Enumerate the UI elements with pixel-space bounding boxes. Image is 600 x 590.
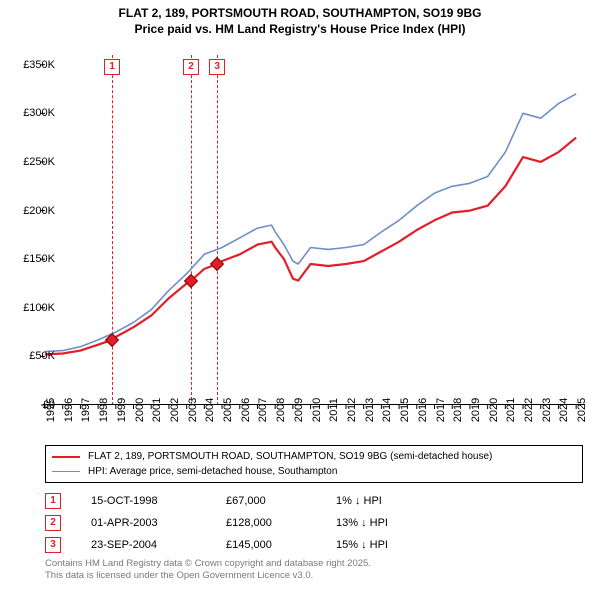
legend: FLAT 2, 189, PORTSMOUTH ROAD, SOUTHAMPTO… bbox=[45, 445, 583, 483]
chart-title: FLAT 2, 189, PORTSMOUTH ROAD, SOUTHAMPTO… bbox=[0, 0, 600, 37]
x-tick-label: 2003 bbox=[187, 398, 199, 422]
sales-row-price: £128,000 bbox=[226, 517, 336, 529]
x-tick-label: 2022 bbox=[523, 398, 535, 422]
sales-row-marker: 1 bbox=[45, 493, 61, 509]
sale-marker-box: 1 bbox=[104, 59, 120, 75]
x-tick-label: 2017 bbox=[435, 398, 447, 422]
title-line-1: FLAT 2, 189, PORTSMOUTH ROAD, SOUTHAMPTO… bbox=[0, 6, 600, 22]
legend-swatch bbox=[52, 456, 80, 458]
x-tick-label: 2000 bbox=[134, 398, 146, 422]
x-tick-label: 1996 bbox=[63, 398, 75, 422]
x-tick-label: 2004 bbox=[204, 398, 216, 422]
footer-line-2: This data is licensed under the Open Gov… bbox=[45, 570, 371, 582]
footer-line-1: Contains HM Land Registry data © Crown c… bbox=[45, 558, 371, 570]
x-tick-label: 1998 bbox=[98, 398, 110, 422]
x-tick-label: 2010 bbox=[311, 398, 323, 422]
x-tick-label: 2012 bbox=[346, 398, 358, 422]
sales-row-price: £67,000 bbox=[226, 495, 336, 507]
sales-row-price: £145,000 bbox=[226, 539, 336, 551]
y-tick-label: £200K bbox=[23, 205, 55, 217]
sales-table: 1 15-OCT-1998£67,0001% ↓ HPI 2 01-APR-2003£… bbox=[45, 490, 436, 556]
sales-row-pct: 1% ↓ HPI bbox=[336, 495, 436, 507]
y-tick-label: £350K bbox=[23, 59, 55, 71]
sales-row-marker: 2 bbox=[45, 515, 61, 531]
sales-row-date: 15-OCT-1998 bbox=[91, 495, 226, 507]
sales-row-date: 23-SEP-2004 bbox=[91, 539, 226, 551]
x-tick-label: 2009 bbox=[293, 398, 305, 422]
x-tick-label: 2011 bbox=[328, 398, 340, 422]
x-tick-label: 2019 bbox=[470, 398, 482, 422]
legend-item: HPI: Average price, semi-detached house,… bbox=[52, 464, 576, 479]
x-tick-label: 2002 bbox=[169, 398, 181, 422]
x-tick-label: 1999 bbox=[116, 398, 128, 422]
line-chart-svg bbox=[45, 55, 585, 405]
sales-row-date: 01-APR-2003 bbox=[91, 517, 226, 529]
y-tick-label: £50K bbox=[29, 350, 55, 362]
sale-marker-box: 3 bbox=[209, 59, 225, 75]
y-tick-label: £100K bbox=[23, 302, 55, 314]
legend-label: FLAT 2, 189, PORTSMOUTH ROAD, SOUTHAMPTO… bbox=[88, 449, 492, 464]
x-tick-label: 2008 bbox=[275, 398, 287, 422]
x-tick-label: 2015 bbox=[399, 398, 411, 422]
sale-marker-box: 2 bbox=[183, 59, 199, 75]
legend-item: FLAT 2, 189, PORTSMOUTH ROAD, SOUTHAMPTO… bbox=[52, 449, 576, 464]
series-line bbox=[45, 138, 576, 355]
sales-table-row: 2 01-APR-2003£128,00013% ↓ HPI bbox=[45, 512, 436, 534]
x-tick-label: 2025 bbox=[576, 398, 588, 422]
x-tick-label: 2016 bbox=[417, 398, 429, 422]
x-tick-label: 2013 bbox=[364, 398, 376, 422]
sales-row-marker: 3 bbox=[45, 537, 61, 553]
x-tick-label: 1995 bbox=[45, 398, 57, 422]
x-tick-label: 2023 bbox=[541, 398, 553, 422]
y-tick-label: £250K bbox=[23, 156, 55, 168]
x-tick-label: 1997 bbox=[80, 398, 92, 422]
series-line bbox=[45, 94, 576, 352]
legend-label: HPI: Average price, semi-detached house,… bbox=[88, 464, 337, 479]
sales-table-row: 1 15-OCT-1998£67,0001% ↓ HPI bbox=[45, 490, 436, 512]
x-tick-label: 2014 bbox=[381, 398, 393, 422]
x-tick-label: 2020 bbox=[488, 398, 500, 422]
x-tick-label: 2021 bbox=[505, 398, 517, 422]
x-tick-label: 2005 bbox=[222, 398, 234, 422]
x-tick-label: 2018 bbox=[452, 398, 464, 422]
x-tick-label: 2006 bbox=[240, 398, 252, 422]
legend-swatch bbox=[52, 471, 80, 472]
chart-container: FLAT 2, 189, PORTSMOUTH ROAD, SOUTHAMPTO… bbox=[0, 0, 600, 590]
plot-area: 1 23 bbox=[45, 55, 585, 405]
y-tick-label: £300K bbox=[23, 107, 55, 119]
sales-row-pct: 13% ↓ HPI bbox=[336, 517, 436, 529]
sales-table-row: 3 23-SEP-2004£145,00015% ↓ HPI bbox=[45, 534, 436, 556]
x-tick-label: 2007 bbox=[257, 398, 269, 422]
x-tick-label: 2024 bbox=[558, 398, 570, 422]
x-tick-label: 2001 bbox=[151, 398, 163, 422]
sales-row-pct: 15% ↓ HPI bbox=[336, 539, 436, 551]
attribution-footer: Contains HM Land Registry data © Crown c… bbox=[45, 558, 371, 583]
y-tick-label: £150K bbox=[23, 253, 55, 265]
title-line-2: Price paid vs. HM Land Registry's House … bbox=[0, 22, 600, 38]
